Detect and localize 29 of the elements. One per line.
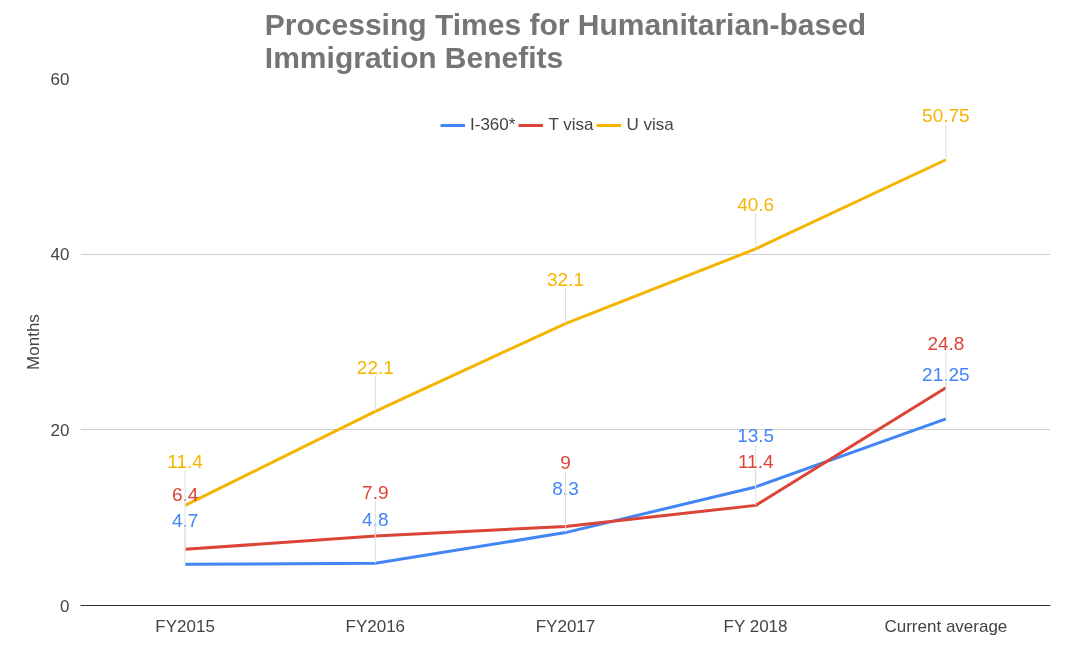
data-label: 21.25 [922, 364, 970, 386]
chart-title: Processing Times for Humanitarian-based Immigration Benefits [264, 7, 867, 74]
data-label: 7.9 [362, 481, 389, 503]
y-tick-label: 20 [50, 420, 70, 440]
legend-label: U visa [626, 115, 674, 135]
legend-label: I-360* [470, 115, 516, 135]
data-label: 32.1 [547, 269, 584, 291]
y-tick-label: 0 [60, 596, 70, 616]
x-tick-label: FY 2018 [723, 616, 788, 636]
data-label: 40.6 [737, 194, 775, 216]
data-label: 22.1 [356, 356, 394, 378]
data-label: 6.4 [171, 483, 199, 505]
data-label: 50.75 [922, 105, 970, 127]
y-tick-label: 40 [50, 245, 70, 265]
x-tick-label: FY2017 [535, 616, 596, 636]
data-label: 11.4 [167, 450, 204, 472]
data-label: 24.8 [927, 333, 965, 355]
data-label: 4.7 [171, 509, 199, 531]
y-tick-label: 60 [50, 69, 70, 89]
y-axis-title: Months [23, 314, 43, 370]
data-label: 4.8 [362, 508, 389, 530]
x-tick-label: Current average [884, 616, 1008, 636]
x-tick-label: FY2015 [155, 616, 215, 636]
x-tick-label: FY2016 [345, 616, 406, 636]
data-label: 11.4 [737, 450, 774, 472]
data-label: 9 [560, 452, 571, 474]
data-label: 13.5 [737, 425, 775, 447]
data-label: 8.3 [552, 478, 579, 500]
legend-label: T visa [548, 115, 594, 135]
